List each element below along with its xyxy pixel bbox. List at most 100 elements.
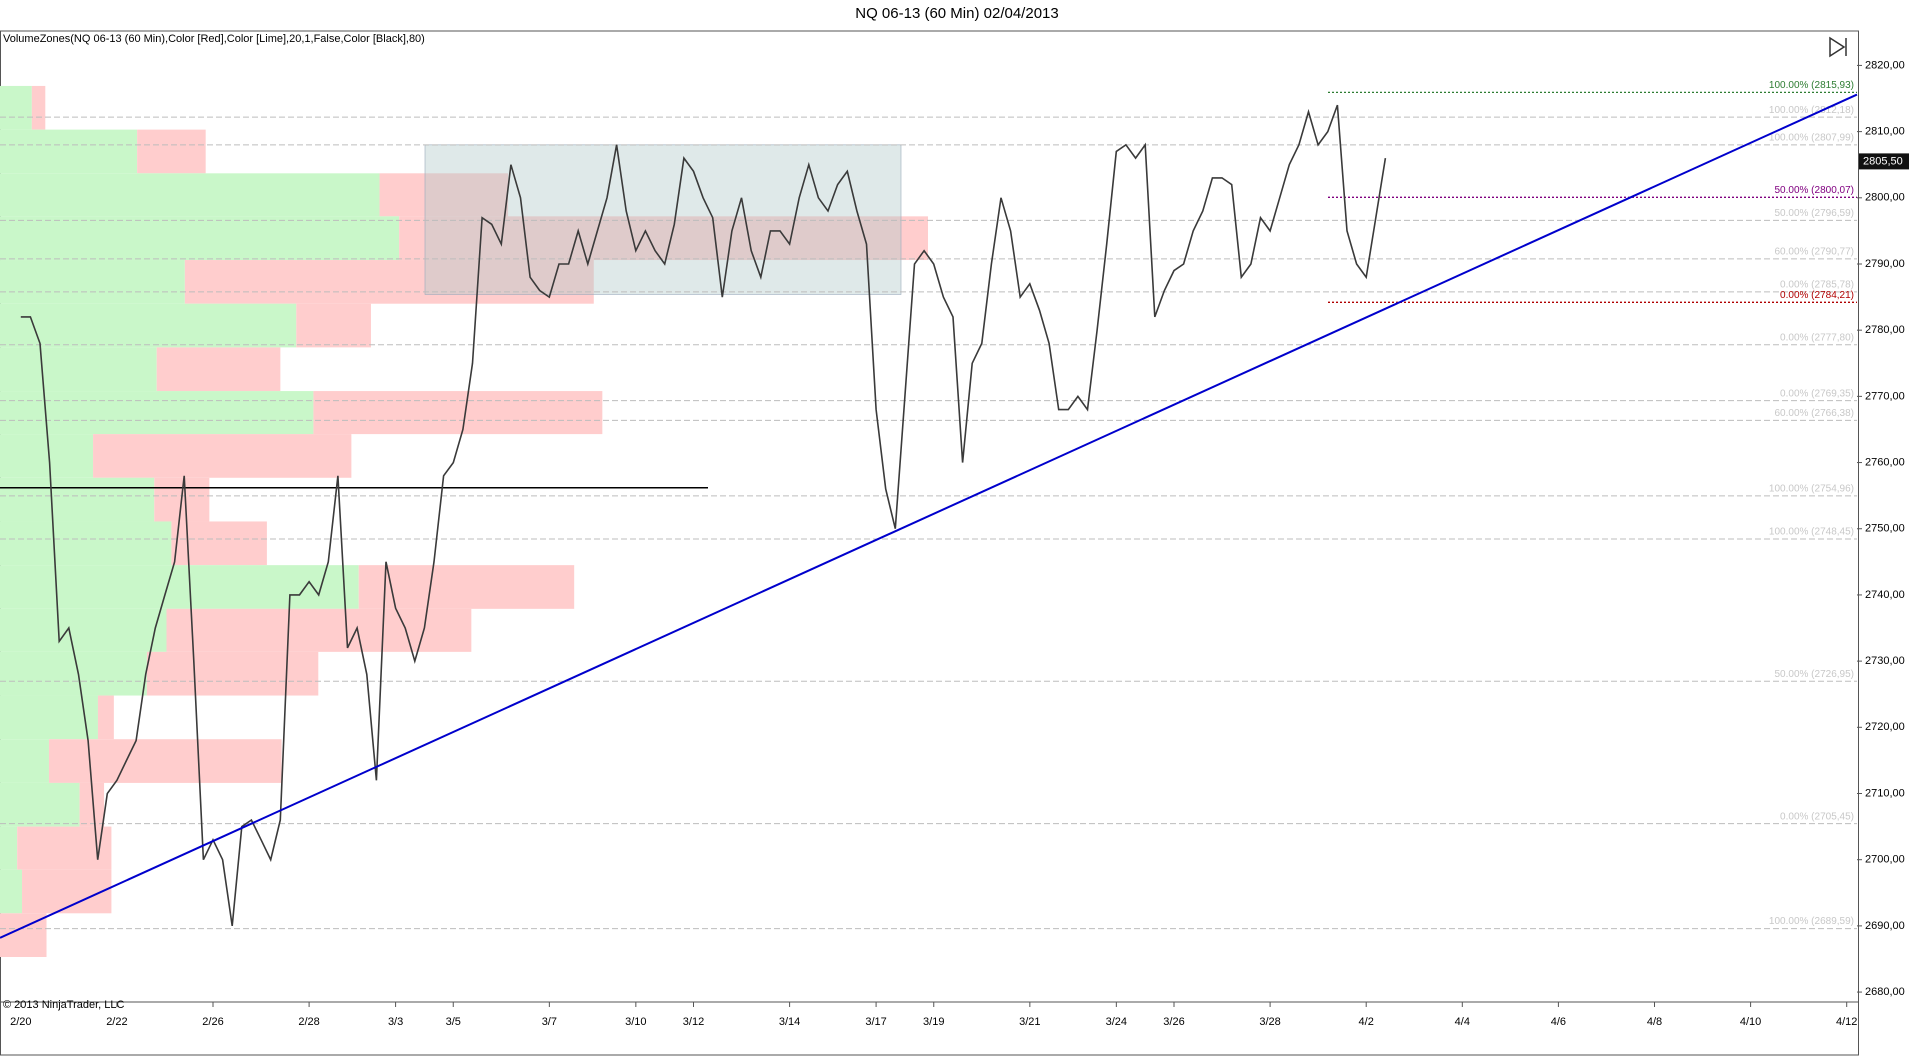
y-tick-label: 2720,00 (1865, 721, 1905, 733)
y-tick-label: 2690,00 (1865, 920, 1905, 932)
sell-volume (22, 869, 112, 914)
x-tick-label: 4/2 (1359, 1016, 1374, 1028)
level-label: 100.00% (2815,93) (1769, 80, 1854, 91)
x-tick-label: 2/26 (202, 1016, 223, 1028)
copyright: © 2013 NinjaTrader, LLC (3, 999, 124, 1011)
level-label: 0.00% (2769,35) (1780, 388, 1854, 399)
sell-volume (137, 129, 206, 174)
buy-volume (0, 782, 80, 827)
x-tick-label: 4/6 (1551, 1016, 1566, 1028)
level-label: 100.00% (2748,45) (1769, 527, 1854, 538)
buy-volume (0, 391, 314, 435)
buy-volume (0, 347, 157, 392)
chart-title: NQ 06-13 (60 Min) 02/04/2013 (855, 5, 1058, 22)
level-label: 60.00% (2766,38) (1774, 408, 1854, 419)
x-tick-label: 3/3 (388, 1016, 403, 1028)
sell-volume (171, 521, 267, 566)
x-tick-label: 4/4 (1455, 1016, 1470, 1028)
x-tick-label: 3/26 (1163, 1016, 1184, 1028)
x-tick-label: 2/22 (106, 1016, 127, 1028)
sell-volume (31, 85, 46, 130)
level-label: 100.00% (2807,99) (1769, 133, 1854, 144)
level-label: 0.00% (2705,45) (1780, 811, 1854, 822)
range-box (424, 144, 902, 295)
buy-volume (0, 695, 98, 740)
x-tick-label: 3/24 (1106, 1016, 1127, 1028)
x-tick-label: 3/12 (683, 1016, 704, 1028)
buy-volume (0, 173, 380, 217)
toggle-icon (1829, 36, 1847, 58)
x-tick-label: 3/5 (446, 1016, 461, 1028)
x-tick-label: 3/7 (542, 1016, 557, 1028)
x-tick-label: 2/20 (10, 1016, 31, 1028)
sell-volume (97, 695, 114, 740)
sell-volume (48, 739, 282, 783)
x-tick-label: 4/12 (1836, 1016, 1857, 1028)
level-label: 0.00% (2785,78) (1780, 280, 1854, 291)
last-price-label: 2805,50 (1863, 155, 1903, 167)
y-tick-label: 2800,00 (1865, 192, 1905, 204)
y-tick-label: 2780,00 (1865, 324, 1905, 336)
buy-volume (0, 651, 147, 696)
buy-volume (0, 303, 297, 348)
y-tick-label: 2700,00 (1865, 854, 1905, 866)
y-tick-label: 2740,00 (1865, 589, 1905, 601)
x-tick-label: 3/17 (865, 1016, 886, 1028)
toggle-button[interactable] (1825, 36, 1849, 58)
level-label: 0.00% (2777,80) (1780, 332, 1854, 343)
y-tick-label: 2750,00 (1865, 523, 1905, 535)
level-label: 100.00% (2689,59) (1769, 916, 1854, 927)
buy-volume (0, 477, 155, 522)
sell-volume (184, 260, 594, 304)
x-tick-label: 3/14 (779, 1016, 800, 1028)
level-label: 100.00% (2812,18) (1769, 105, 1854, 116)
buy-volume (0, 608, 167, 652)
level-label: 0.00% (2784,21) (1780, 290, 1854, 301)
sell-volume (93, 434, 352, 478)
plot-layer: 100.00% (2815,93) 100.00% (2812,18) 100.00… (0, 80, 1858, 957)
last-price-box (1859, 153, 1909, 170)
buy-volume (0, 260, 185, 304)
sell-volume (146, 651, 319, 696)
sell-volume (166, 608, 472, 652)
buy-volume (0, 565, 359, 609)
sell-volume (313, 391, 603, 435)
level-label: 60.00% (2790,77) (1774, 247, 1854, 258)
panel-toggle[interactable] (1825, 36, 1849, 58)
y-tick-label: 2790,00 (1865, 258, 1905, 270)
sell-volume (399, 216, 928, 261)
level-label: 50.00% (2796,59) (1774, 208, 1854, 219)
y-tick-label: 2810,00 (1865, 126, 1905, 138)
buy-volume (0, 434, 94, 478)
x-tick-label: 4/8 (1647, 1016, 1662, 1028)
buy-volume (0, 869, 23, 914)
buy-volume (0, 129, 138, 174)
buy-volume (0, 826, 18, 870)
indicator-label: VolumeZones(NQ 06-13 (60 Min),Color [Red… (3, 33, 425, 45)
y-tick-label: 2820,00 (1865, 59, 1905, 71)
y-tick-label: 2710,00 (1865, 787, 1905, 799)
x-tick-label: 3/21 (1019, 1016, 1040, 1028)
level-label: 100.00% (2754,96) (1769, 484, 1854, 495)
level-label: 50.00% (2800,07) (1774, 185, 1854, 196)
buy-volume (0, 739, 49, 783)
trendline (0, 93, 1858, 939)
x-tick-label: 2/28 (298, 1016, 319, 1028)
sell-volume (296, 303, 371, 348)
level-label: 50.00% (2726,95) (1774, 669, 1854, 680)
sell-volume (156, 347, 281, 392)
x-tick-label: 3/19 (923, 1016, 944, 1028)
y-tick-label: 2730,00 (1865, 655, 1905, 667)
y-tick-label: 2770,00 (1865, 390, 1905, 402)
y-tick-label: 2760,00 (1865, 456, 1905, 468)
buy-volume (0, 521, 172, 566)
price-line (20, 104, 1387, 927)
y-tick-label: 2680,00 (1865, 986, 1905, 998)
buy-volume (0, 85, 32, 130)
buy-volume (0, 216, 400, 261)
x-tick-label: 3/28 (1259, 1016, 1280, 1028)
x-tick-label: 3/10 (625, 1016, 646, 1028)
x-tick-label: 4/10 (1740, 1016, 1761, 1028)
